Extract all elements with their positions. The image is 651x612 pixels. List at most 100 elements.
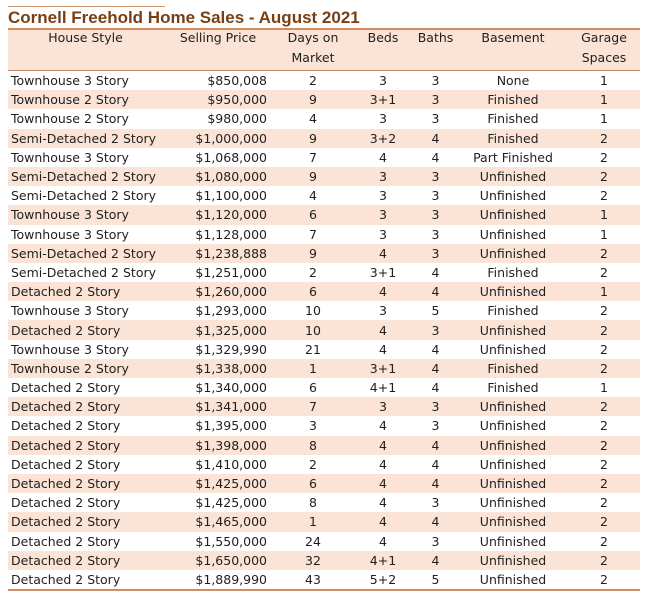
table-row: Detached 2 Story $1,325,000 10 4 3 Unfinished… [8,320,640,340]
garage-spaces-cell: 1 [568,224,640,244]
basement-cell: Unfinished [458,205,568,225]
baths-cell: 3 [413,186,458,206]
baths-cell: 5 [413,301,458,321]
table-row: Townhouse 3 Story $1,128,000 7 3 3 Unfinished… [8,224,640,244]
table-row: Semi-Detached 2 Story $1,238,888 9 4 3 Unfini… [8,243,640,263]
selling-price-cell: $1,889,990 [163,569,273,592]
baths-cell: 3 [413,397,458,417]
beds-cell: 4 [353,320,413,340]
basement-cell: Unfinished [458,435,568,455]
table-row: Detached 2 Story $1,410,000 2 4 4 Unfinished 2 [8,454,640,474]
selling-price-cell: $1,425,000 [163,473,273,494]
baths-cell: 4 [413,128,458,148]
basement-cell: Unfinished [458,454,568,474]
baths-cell: 3 [413,109,458,129]
baths-cell: 4 [413,473,458,494]
title-rule [8,6,165,7]
garage-spaces-cell: 2 [568,128,640,148]
beds-cell: 4 [353,416,413,436]
garage-spaces-cell: 2 [568,243,640,263]
selling-price-cell: $1,293,000 [163,301,273,321]
garage-spaces-cell: 2 [568,147,640,167]
table-row: Townhouse 2 Story $980,000 4 3 3 Finished 1 [8,109,640,129]
days-on-market-cell: 8 [273,493,353,513]
beds-cell: 3 [353,205,413,225]
header-baths-line2 [413,50,458,71]
beds-cell: 3 [353,109,413,129]
garage-spaces-cell: 2 [568,186,640,206]
days-on-market-cell: 6 [273,205,353,225]
basement-cell: Unfinished [458,166,568,187]
table-row: Detached 2 Story $1,465,000 1 4 4 Unfinished 2 [8,512,640,532]
house-style-cell: Detached 2 Story [8,397,163,417]
selling-price-cell: $950,000 [163,90,273,110]
baths-cell: 3 [413,531,458,551]
days-on-market-cell: 4 [273,109,353,129]
house-style-cell: Semi-Detached 2 Story [8,166,163,187]
days-on-market-cell: 1 [273,512,353,532]
days-on-market-cell: 10 [273,320,353,340]
house-style-cell: Townhouse 3 Story [8,205,163,225]
selling-price-cell: $1,000,000 [163,128,273,148]
house-style-cell: Townhouse 2 Story [8,109,163,129]
basement-cell: Finished [458,262,568,283]
garage-spaces-cell: 2 [568,358,640,378]
baths-cell: 3 [413,70,458,91]
beds-cell: 4+1 [353,550,413,570]
garage-spaces-cell: 2 [568,435,640,455]
days-on-market-cell: 7 [273,397,353,417]
garage-spaces-cell: 2 [568,473,640,494]
baths-cell: 3 [413,205,458,225]
table-row: Detached 2 Story $1,395,000 3 4 3 Unfinished 2 [8,416,640,436]
selling-price-cell: $1,340,000 [163,378,273,398]
selling-price-cell: $1,398,000 [163,435,273,455]
beds-cell: 4 [353,243,413,263]
table-row: Townhouse 3 Story $1,293,000 10 3 5 Finished 2 [8,301,640,321]
selling-price-cell: $1,465,000 [163,512,273,532]
header-house-style: House Style [8,28,163,50]
table-header: House Style Selling Price Days on Beds B… [8,28,640,71]
house-style-cell: Detached 2 Story [8,416,163,436]
table-body: Townhouse 3 Story $850,008 2 3 3 None 1 Townhou… [8,70,640,592]
table-row: Detached 2 Story $1,650,000 32 4+1 4 Unfinish… [8,550,640,570]
house-style-cell: Semi-Detached 2 Story [8,243,163,263]
selling-price-cell: $1,341,000 [163,397,273,417]
days-on-market-cell: 6 [273,378,353,398]
baths-cell: 3 [413,416,458,436]
house-style-cell: Detached 2 Story [8,473,163,494]
days-on-market-cell: 7 [273,147,353,167]
basement-cell: Unfinished [458,493,568,513]
beds-cell: 5+2 [353,569,413,592]
selling-price-cell: $1,650,000 [163,550,273,570]
days-on-market-cell: 7 [273,224,353,244]
garage-spaces-cell: 2 [568,454,640,474]
beds-cell: 3 [353,186,413,206]
house-style-cell: Detached 2 Story [8,435,163,455]
selling-price-cell: $1,080,000 [163,166,273,187]
beds-cell: 4 [353,435,413,455]
basement-cell: Unfinished [458,473,568,494]
garage-spaces-cell: 2 [568,493,640,513]
selling-price-cell: $1,329,990 [163,339,273,359]
days-on-market-cell: 6 [273,473,353,494]
house-style-cell: Townhouse 2 Story [8,90,163,110]
header-basement-line2 [458,50,568,71]
basement-cell: Unfinished [458,550,568,570]
selling-price-cell: $850,008 [163,70,273,91]
garage-spaces-cell: 2 [568,550,640,570]
baths-cell: 4 [413,454,458,474]
selling-price-cell: $1,120,000 [163,205,273,225]
days-on-market-cell: 1 [273,358,353,378]
baths-cell: 3 [413,166,458,187]
basement-cell: Finished [458,128,568,148]
header-days-on-market-line2: Market [273,50,353,71]
beds-cell: 3+1 [353,90,413,110]
table-row: Detached 2 Story $1,889,990 43 5+2 5 Unfinish… [8,569,640,592]
baths-cell: 4 [413,550,458,570]
selling-price-cell: $1,395,000 [163,416,273,436]
header-house-style-line2 [8,50,163,71]
basement-cell: Unfinished [458,243,568,263]
garage-spaces-cell: 2 [568,339,640,359]
days-on-market-cell: 6 [273,282,353,302]
days-on-market-cell: 21 [273,339,353,359]
